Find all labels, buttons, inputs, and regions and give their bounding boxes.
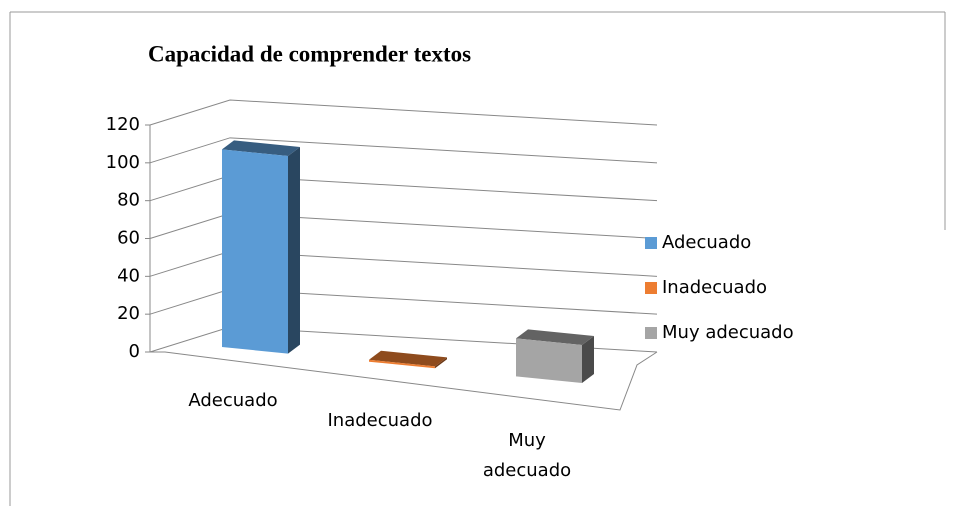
y-tick-label: 40 — [117, 265, 140, 286]
legend-swatch — [645, 237, 657, 249]
x-tick-label: Adecuado — [188, 390, 278, 411]
bar — [516, 338, 582, 383]
grid-line — [149, 99, 658, 126]
y-tick-label: 100 — [106, 152, 140, 173]
y-tick-label: 20 — [117, 303, 140, 324]
y-tick-label: 0 — [129, 341, 140, 362]
legend-swatch — [645, 327, 657, 339]
legend-swatch — [645, 282, 657, 294]
bar-side — [435, 357, 447, 369]
bar — [369, 359, 435, 369]
legend-label: Muy adecuado — [662, 322, 794, 343]
bar-side — [288, 147, 300, 354]
x-tick-label: Muy adecuado — [482, 430, 572, 481]
floor-edge — [150, 351, 658, 411]
bar-top — [516, 329, 594, 345]
bar — [222, 149, 288, 354]
legend-label: Inadecuado — [662, 277, 767, 298]
chart-title: Capacidad de comprender textos — [148, 41, 471, 66]
bar-top — [222, 140, 300, 156]
x-tick-label: Inadecuado — [327, 410, 433, 431]
y-tick-label: 60 — [117, 228, 140, 249]
legend-label: Adecuado — [662, 232, 751, 253]
grid-line — [149, 137, 658, 164]
y-tick-label: 120 — [106, 114, 140, 135]
y-tick-label: 80 — [117, 190, 140, 211]
bar-top — [369, 350, 447, 367]
bar-side — [582, 336, 594, 383]
